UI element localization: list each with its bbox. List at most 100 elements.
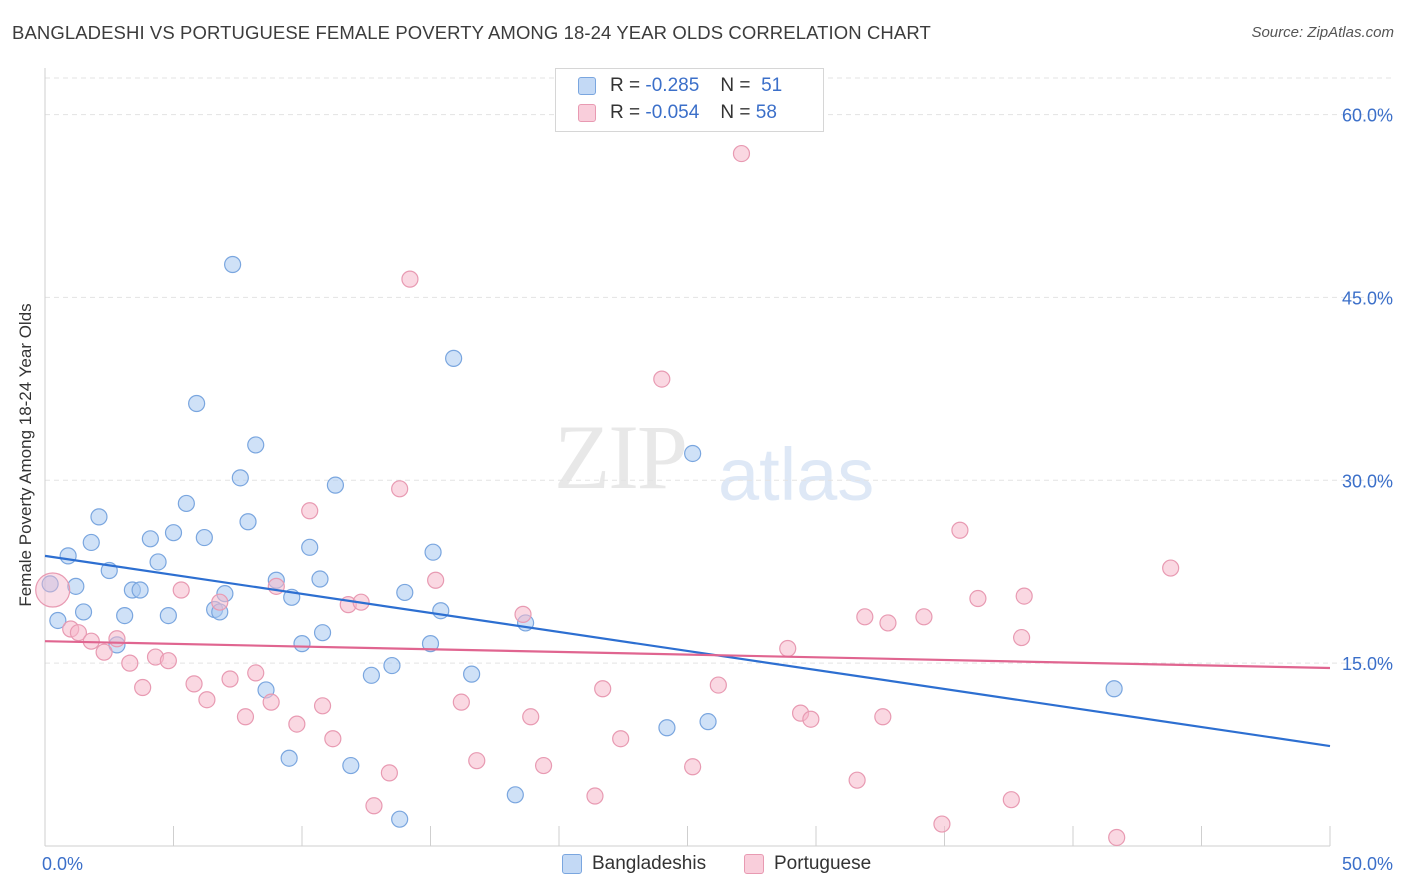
- watermark-atlas: atlas: [718, 433, 875, 516]
- point-bangladeshis: [699, 713, 717, 731]
- watermark-zip: ZIP: [554, 406, 688, 508]
- point-portuguese: [380, 764, 398, 782]
- point-portuguese: [247, 664, 265, 682]
- x-tick-label-max: 50.0%: [1342, 854, 1393, 874]
- point-bangladeshis: [49, 611, 67, 630]
- point-bangladeshis: [41, 575, 59, 593]
- point-bangladeshis: [684, 444, 702, 463]
- bottom-legend-label-bangladeshis: Bangladeshis: [592, 853, 707, 874]
- y-tick-label: 45.0%: [1342, 288, 1393, 308]
- point-bangladeshis: [131, 581, 149, 599]
- y-tick-label: 15.0%: [1342, 654, 1393, 674]
- point-portuguese: [802, 710, 820, 728]
- legend-r-value: -0.054: [645, 102, 700, 123]
- point-portuguese: [1162, 559, 1180, 577]
- bottom-legend-swatch-bangladeshis: [562, 854, 582, 874]
- point-portuguese: [534, 756, 553, 775]
- point-portuguese: [468, 752, 486, 770]
- point-portuguese: [709, 676, 727, 694]
- point-bangladeshis: [301, 538, 319, 556]
- point-bangladeshis: [280, 749, 298, 767]
- point-portuguese: [933, 815, 951, 833]
- point-portuguese: [522, 708, 540, 726]
- point-portuguese: [401, 270, 419, 288]
- point-portuguese: [95, 643, 113, 661]
- bottom-legend-swatch-portuguese: [744, 854, 764, 874]
- point-bangladeshis: [383, 656, 401, 675]
- point-portuguese: [185, 675, 203, 693]
- point-bangladeshis: [362, 666, 380, 684]
- point-bangladeshis: [342, 756, 360, 775]
- y-tick-label: 30.0%: [1342, 471, 1393, 491]
- point-bangladeshis: [149, 553, 167, 571]
- point-bangladeshis: [445, 349, 463, 367]
- point-portuguese: [35, 572, 71, 608]
- point-bangladeshis: [391, 810, 409, 828]
- point-portuguese: [134, 678, 152, 697]
- point-bangladeshis: [164, 524, 183, 542]
- point-portuguese: [108, 630, 126, 648]
- legend-r-label: R =: [610, 75, 641, 96]
- y-axis-label: Female Poverty Among 18-24 Year Olds: [16, 303, 35, 607]
- point-portuguese: [288, 715, 306, 733]
- point-portuguese: [1002, 791, 1020, 809]
- point-portuguese: [313, 697, 332, 715]
- point-portuguese: [121, 654, 139, 672]
- point-bangladeshis: [82, 533, 100, 552]
- legend-n-label: N =: [720, 75, 751, 96]
- point-bangladeshis: [116, 606, 134, 625]
- point-bangladeshis: [463, 665, 481, 683]
- point-portuguese: [1108, 828, 1126, 847]
- point-portuguese: [684, 758, 702, 776]
- point-portuguese: [365, 797, 383, 815]
- point-portuguese: [951, 521, 969, 539]
- point-bangladeshis: [59, 547, 77, 565]
- point-bangladeshis: [231, 469, 249, 487]
- point-portuguese: [915, 608, 933, 626]
- correlation-legend: R = -0.285 N = 51 R = -0.054 N = 58: [555, 68, 824, 132]
- point-portuguese: [856, 608, 874, 626]
- point-portuguese: [594, 680, 612, 698]
- point-bangladeshis: [74, 603, 93, 621]
- trend-line-portuguese: [44, 640, 1331, 670]
- point-portuguese: [69, 624, 88, 642]
- point-portuguese: [874, 708, 892, 726]
- y-tick-label: 60.0%: [1342, 106, 1393, 126]
- point-portuguese: [1015, 587, 1033, 605]
- point-bangladeshis: [506, 786, 524, 804]
- legend-n-value: 58: [755, 102, 777, 123]
- point-bangladeshis: [90, 508, 108, 526]
- point-bangladeshis: [311, 570, 329, 588]
- point-portuguese: [236, 708, 255, 726]
- point-portuguese: [172, 581, 190, 599]
- point-portuguese: [732, 144, 751, 163]
- point-bangladeshis: [188, 394, 206, 413]
- point-portuguese: [848, 771, 866, 789]
- point-portuguese: [427, 571, 445, 589]
- chart-title: BANGLADESHI VS PORTUGUESE FEMALE POVERTY…: [12, 22, 931, 43]
- point-bangladeshis: [224, 255, 242, 274]
- point-portuguese: [198, 691, 216, 709]
- source-label: Source: ZipAtlas.com: [1251, 24, 1394, 41]
- point-bangladeshis: [326, 476, 345, 494]
- point-portuguese: [1012, 628, 1031, 647]
- legend-r-label: R =: [610, 102, 641, 123]
- trend-line-bangladeshis: [44, 554, 1331, 748]
- point-portuguese: [301, 502, 319, 520]
- point-portuguese: [514, 605, 532, 623]
- point-bangladeshis: [293, 635, 311, 653]
- legend-swatch-portuguese: [578, 104, 596, 122]
- legend-n-value: 51: [761, 75, 783, 96]
- bottom-legend-portuguese: Portuguese: [744, 851, 871, 877]
- point-portuguese: [969, 589, 987, 608]
- legend-r-value: -0.285: [645, 75, 700, 96]
- point-portuguese: [211, 593, 229, 611]
- point-portuguese: [452, 693, 470, 711]
- point-portuguese: [262, 693, 280, 711]
- point-bangladeshis: [424, 543, 442, 561]
- point-bangladeshis: [396, 583, 414, 602]
- legend-row-portuguese: R = -0.054 N = 58: [578, 101, 777, 125]
- point-bangladeshis: [1105, 680, 1123, 698]
- x-tick-label-min: 0.0%: [42, 854, 83, 874]
